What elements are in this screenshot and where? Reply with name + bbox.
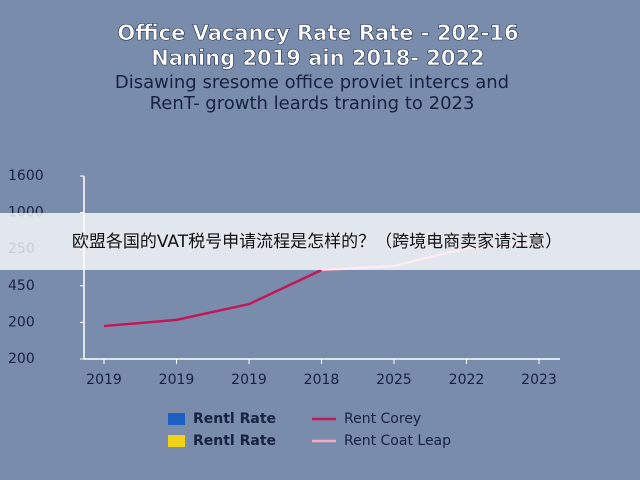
x-tick-label: 2019 [159, 372, 195, 388]
legend-label: Rent Coat Leap [344, 433, 451, 449]
y-tick-label: 200 [8, 314, 35, 330]
x-tick-label: 2019 [231, 372, 267, 388]
x-tick-label: 2023 [521, 372, 557, 388]
chart-title: Office Vacancy Rate Rate - 202-16 [117, 21, 518, 45]
x-tick-label: 2022 [449, 372, 485, 388]
overlay-band [0, 213, 640, 270]
y-tick-label: 450 [8, 278, 35, 294]
x-tick-label: 2018 [304, 372, 340, 388]
overlay: 欧盟各国的VAT税号申请流程是怎样的？（跨境电商卖家请注意） [0, 213, 640, 270]
y-tick-label: 200 [8, 351, 35, 367]
legend-label: Rent Corey [344, 411, 421, 427]
legend-label: Rentl Rate [193, 411, 276, 427]
x-tick-label: 2025 [376, 372, 412, 388]
chart-subtitle: Disawing sresome office proviet intercs … [115, 72, 509, 93]
chart-title: Naning 2019 ain 2018- 2022 [151, 46, 485, 70]
legend-swatch [168, 435, 185, 447]
overlay-text: 欧盟各国的VAT税号申请流程是怎样的？（跨境电商卖家请注意） [72, 232, 562, 252]
data-line [103, 268, 323, 328]
x-tick-label: 2019 [86, 372, 122, 388]
legend-swatch [168, 413, 185, 425]
y-tick-label: 1600 [8, 168, 44, 184]
chart-subtitle: RenT- growth leards traning to 2023 [150, 93, 475, 114]
legend-label: Rentl Rate [193, 433, 276, 449]
